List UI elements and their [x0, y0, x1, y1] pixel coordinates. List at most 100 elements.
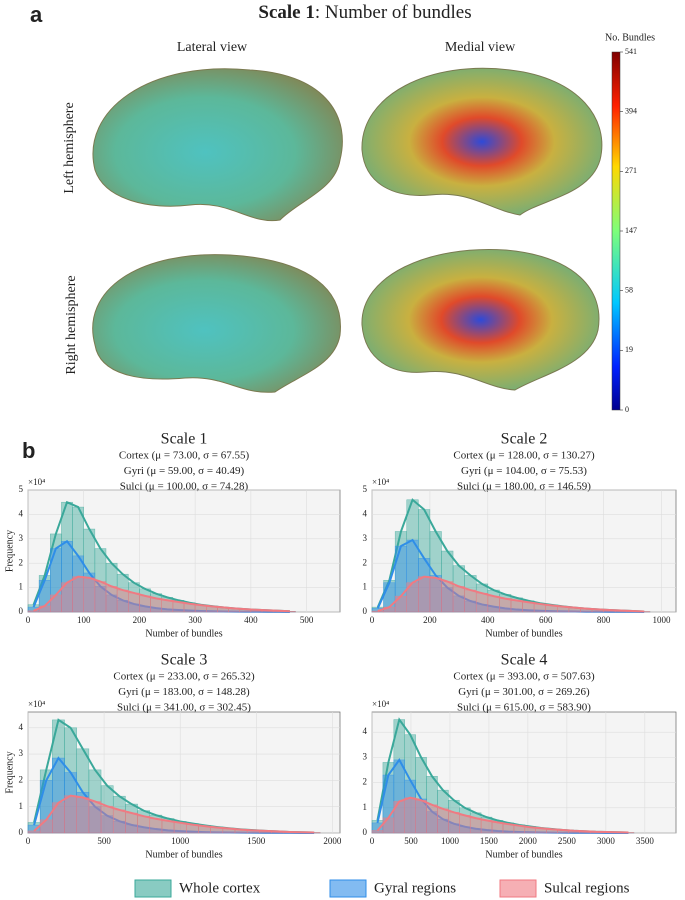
x-tick-label: 200	[423, 615, 437, 625]
colorbar-tick-label: 0	[625, 405, 629, 414]
histogram-bar	[27, 610, 40, 613]
x-tick-label: 600	[539, 615, 553, 625]
y-tick-label: 4	[363, 726, 368, 736]
y-tick-label: 1	[19, 801, 24, 811]
x-tick-label: 500	[97, 836, 111, 846]
histogram-bar	[469, 817, 482, 834]
histogram-bar	[426, 804, 438, 834]
x-axis-label: Number of bundles	[145, 628, 222, 639]
histogram-bar	[139, 595, 151, 613]
x-tick-label: 400	[481, 615, 495, 625]
y-tick-label: 2	[363, 557, 368, 567]
histogram-bar	[441, 581, 454, 613]
y-exponent: ×10⁴	[372, 477, 389, 487]
x-tick-label: 500	[300, 615, 314, 625]
y-exponent: ×10⁴	[28, 477, 45, 487]
histogram-bar	[125, 812, 138, 834]
column-label: Medial view	[445, 40, 516, 55]
y-tick-label: 1	[363, 582, 368, 592]
legend-label: Gyral regions	[374, 880, 456, 896]
x-tick-label: 500	[404, 836, 418, 846]
x-tick-label: 3500	[636, 836, 655, 846]
y-tick-label: 2	[363, 777, 368, 787]
x-axis-label: Number of bundles	[485, 628, 562, 639]
chart-title: Scale 3	[161, 652, 208, 669]
histogram-bar	[371, 830, 384, 834]
legend-swatch	[134, 879, 172, 898]
histogram-bar	[475, 592, 489, 613]
colorbar-tick-label: 541	[625, 47, 637, 56]
x-tick-label: 0	[26, 836, 31, 846]
y-tick-label: 0	[363, 606, 368, 616]
column-label: Lateral view	[177, 40, 248, 55]
histogram-bar	[149, 818, 163, 834]
histogram-bar	[464, 589, 477, 613]
x-tick-label: 200	[133, 615, 147, 625]
row-label: Left hemisphere	[62, 102, 77, 193]
histogram-bar	[452, 586, 465, 613]
histogram-bar	[94, 581, 107, 613]
colorbar-tick-label: 147	[625, 226, 637, 235]
histogram-bar	[76, 797, 90, 834]
x-tick-label: 0	[370, 836, 375, 846]
histogram-bar	[88, 801, 102, 834]
legend-label: Sulcal regions	[544, 880, 630, 896]
histogram-bar	[371, 610, 384, 613]
histogram-bar	[100, 805, 114, 834]
stats-line: Cortex (μ = 393.00, σ = 507.63)	[453, 671, 595, 683]
stats-line: Gyri (μ = 104.00, σ = 75.53)	[461, 465, 587, 477]
x-tick-label: 1000	[441, 836, 460, 846]
x-tick-label: 400	[244, 615, 258, 625]
histogram-bar	[394, 595, 407, 613]
x-tick-label: 1000	[171, 836, 190, 846]
y-tick-label: 0	[19, 606, 24, 616]
histogram-bar	[499, 598, 512, 613]
title-rest: : Number of bundles	[315, 2, 472, 23]
colorbar-label: No. Bundles	[605, 32, 655, 43]
histogram-bar	[510, 600, 523, 613]
colorbar-tick-label: 19	[625, 345, 633, 354]
y-axis-label: Frequency	[4, 751, 15, 793]
histogram-bar	[150, 598, 162, 613]
brain-left-medial	[361, 67, 603, 216]
y-axis-label: Frequency	[4, 530, 15, 572]
stats-line: Gyri (μ = 301.00, σ = 269.26)	[458, 686, 590, 698]
y-tick-label: 4	[19, 508, 24, 518]
stats-line: Sulci (μ = 100.00, σ = 74.28)	[120, 481, 249, 493]
histogram-bar	[448, 812, 460, 834]
histogram-bar	[72, 576, 84, 613]
brain-left-lateral	[92, 68, 343, 222]
histogram-bar	[128, 592, 140, 613]
histogram-bar	[382, 817, 395, 834]
histogram-bar	[459, 815, 471, 834]
stats-line: Sulci (μ = 341.00, σ = 302.45)	[117, 702, 251, 714]
stats-line: Sulci (μ = 615.00, σ = 583.90)	[457, 702, 591, 714]
title-bold: Scale 1	[258, 2, 314, 23]
histogram-bar	[27, 830, 41, 834]
histogram-bar	[39, 819, 53, 834]
x-tick-label: 2000	[519, 836, 538, 846]
figure-title: Scale 1: Number of bundles	[258, 2, 471, 23]
y-tick-label: 2	[19, 557, 24, 567]
histogram-bar	[429, 577, 442, 613]
x-axis-label: Number of bundles	[145, 849, 222, 860]
y-tick-label: 3	[363, 533, 368, 543]
histogram-bar	[437, 808, 449, 834]
stats-line: Gyri (μ = 183.00, σ = 148.28)	[118, 686, 250, 698]
legend-swatch	[499, 879, 537, 898]
histogram-bar	[112, 809, 126, 834]
chart-title: Scale 2	[501, 431, 548, 448]
histogram-bar	[64, 795, 77, 834]
brain-right-lateral	[92, 254, 341, 393]
y-tick-label: 0	[19, 827, 24, 837]
legend-swatch	[329, 879, 367, 898]
fit-curve	[377, 575, 645, 613]
fit-curve	[33, 575, 290, 613]
colorbar-tick-label: 271	[625, 166, 637, 175]
histogram-bar	[116, 589, 129, 613]
brain-right-medial	[361, 248, 600, 391]
x-tick-label: 0	[370, 615, 375, 625]
stats-line: Gyri (μ = 59.00, σ = 40.49)	[124, 465, 245, 477]
chart-title: Scale 1	[161, 431, 208, 448]
y-tick-label: 2	[19, 774, 24, 784]
